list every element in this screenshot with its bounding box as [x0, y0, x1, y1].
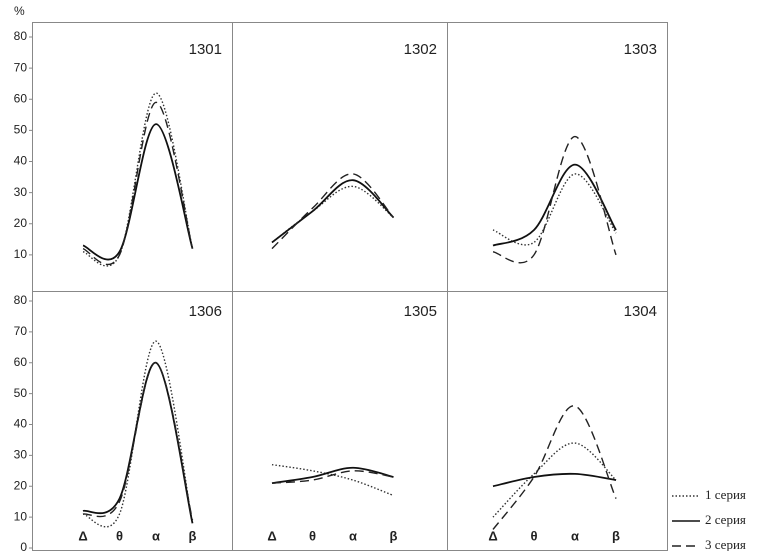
- y-tick-label: 10: [14, 509, 28, 523]
- series-line: [271, 185, 394, 243]
- x-tick-label: β: [612, 528, 620, 543]
- y-axis-label: %: [14, 4, 25, 18]
- x-tick-label: α: [152, 528, 160, 543]
- y-tick-label: 80: [14, 29, 28, 43]
- legend-label: 2 серия: [705, 512, 746, 527]
- series-line: [271, 470, 394, 484]
- x-tick-label: Δ: [488, 528, 497, 543]
- legend-label: 1 серия: [705, 487, 746, 502]
- x-tick-label: θ: [309, 528, 316, 543]
- panel-title: 1302: [404, 41, 437, 58]
- y-tick-label: 30: [14, 448, 28, 462]
- y-tick-label: 30: [14, 185, 28, 199]
- series-line: [492, 472, 617, 488]
- series-line: [82, 123, 194, 261]
- panel-title: 1306: [189, 303, 222, 320]
- x-tick-label: θ: [530, 528, 537, 543]
- x-tick-label: Δ: [78, 528, 87, 543]
- legend-label: 3 серия: [705, 537, 746, 551]
- y-tick-label: 70: [14, 324, 28, 338]
- y-tick-label: 50: [14, 386, 28, 400]
- series-line: [271, 463, 394, 497]
- y-tick-label: 10: [14, 247, 28, 261]
- x-tick-label: α: [571, 528, 579, 543]
- y-tick-label: 20: [14, 478, 28, 492]
- x-tick-label: α: [349, 528, 357, 543]
- y-tick-label: 80: [14, 293, 28, 307]
- y-tick-label: 50: [14, 123, 28, 137]
- x-tick-label: β: [189, 528, 197, 543]
- series-line: [271, 179, 395, 244]
- series-line: [492, 405, 617, 530]
- series-line: [492, 135, 617, 264]
- series-line: [492, 173, 617, 246]
- panel-title: 1301: [189, 41, 222, 58]
- y-tick-label: 60: [14, 91, 28, 105]
- y-tick-label: 40: [14, 154, 28, 168]
- y-tick-label: 0: [20, 540, 27, 551]
- x-tick-label: β: [390, 528, 398, 543]
- x-tick-label: θ: [116, 528, 123, 543]
- panel-title: 1305: [404, 303, 437, 320]
- y-tick-label: 60: [14, 355, 28, 369]
- y-tick-label: 40: [14, 417, 28, 431]
- series-line: [492, 442, 617, 518]
- series-line: [82, 92, 194, 267]
- series-line: [271, 466, 394, 485]
- y-tick-label: 20: [14, 216, 28, 230]
- panel-title: 1303: [624, 41, 657, 58]
- series-line: [82, 362, 194, 521]
- series-line: [271, 173, 395, 250]
- series-line: [82, 361, 194, 524]
- series-line: [82, 101, 194, 266]
- series-line: [82, 340, 194, 528]
- panel-title: 1304: [624, 303, 657, 320]
- x-tick-label: Δ: [267, 528, 276, 543]
- y-tick-label: 70: [14, 60, 28, 74]
